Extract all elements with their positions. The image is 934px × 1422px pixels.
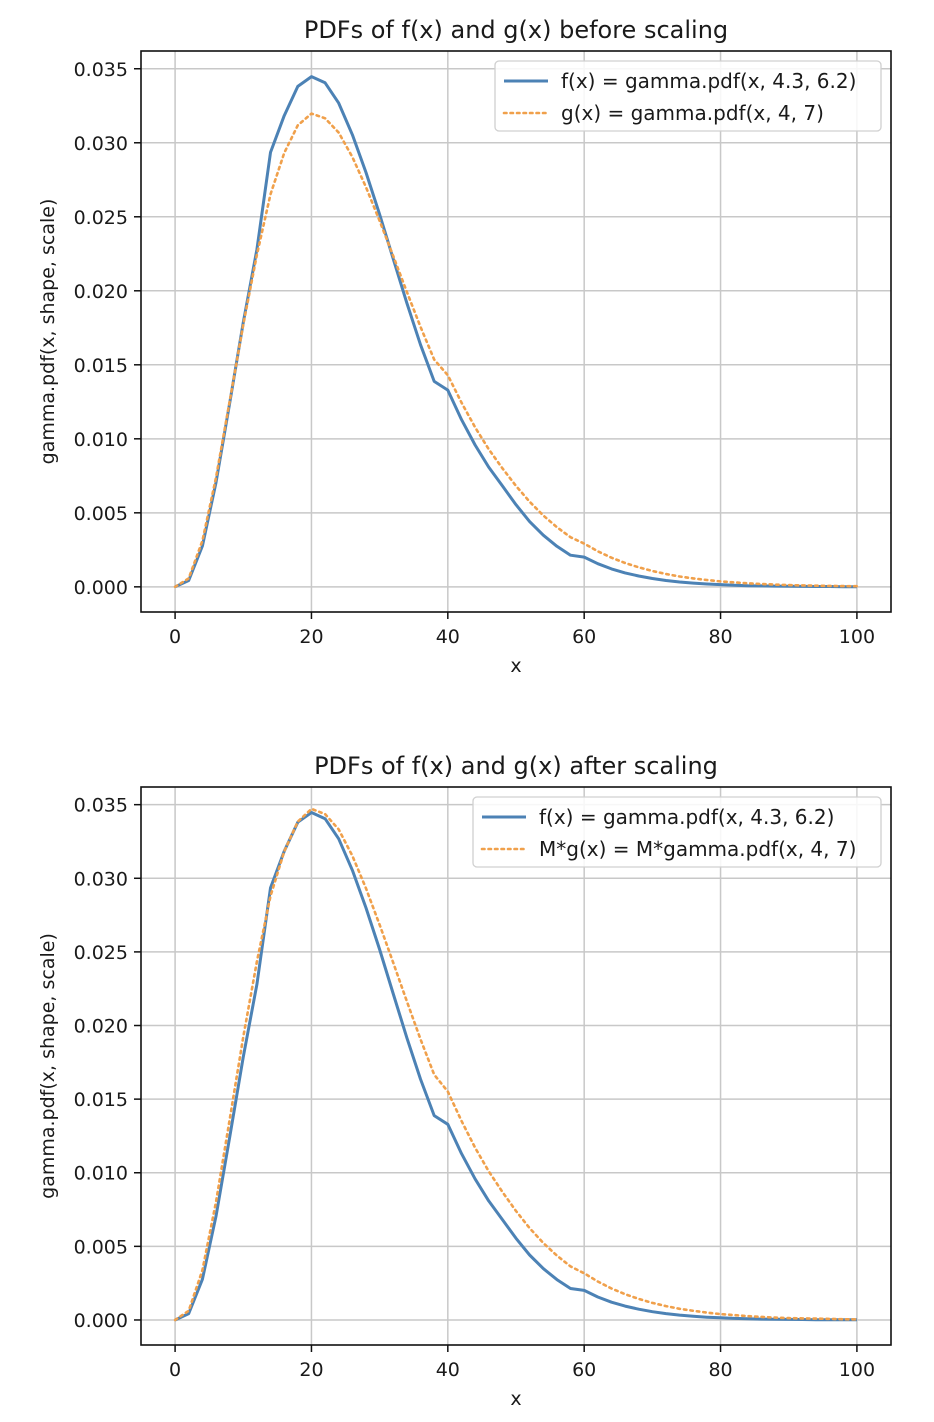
legend-box xyxy=(494,60,882,132)
y-tick-label: 0.005 xyxy=(74,1236,128,1258)
legend-label-1: f(x) = gamma.pdf(x, 4.3, 6.2) xyxy=(539,805,834,829)
chart-title: PDFs of f(x) and g(x) after scaling xyxy=(314,752,718,780)
y-tick-label: 0.015 xyxy=(74,355,128,377)
legend-box xyxy=(472,796,882,868)
y-tick-label: 0.015 xyxy=(74,1089,128,1111)
y-tick-label: 0.010 xyxy=(74,1163,128,1185)
y-tick-label: 0.020 xyxy=(74,1016,128,1038)
y-tick-label: 0.025 xyxy=(74,942,128,964)
y-tick-label: 0.035 xyxy=(74,59,128,81)
y-axis-label: gamma.pdf(x, shape, scale) xyxy=(37,933,59,1199)
x-tick-label: 80 xyxy=(708,626,732,648)
y-tick-label: 0.010 xyxy=(74,429,128,451)
x-tick-label: 0 xyxy=(169,1359,181,1381)
y-tick-label: 0.020 xyxy=(74,281,128,303)
legend: f(x) = gamma.pdf(x, 4.3, 6.2) M*g(x) = M*… xyxy=(472,796,882,868)
chart-panel-2: PDFs of f(x) and g(x) after scaling 0 20 40… xyxy=(37,752,892,1410)
x-tick-label: 40 xyxy=(436,1359,460,1381)
x-tick-label: 60 xyxy=(572,1359,596,1381)
x-tick-label: 40 xyxy=(436,626,460,648)
series-line-1 xyxy=(174,75,857,589)
plot-frame xyxy=(140,786,892,1346)
x-tick-label: 100 xyxy=(839,626,875,648)
x-tick-label: 80 xyxy=(708,1359,732,1381)
series-line-2 xyxy=(173,807,859,1322)
legend-label-2: g(x) = gamma.pdf(x, 4, 7) xyxy=(561,101,824,125)
legend-label-1: f(x) = gamma.pdf(x, 4.3, 6.2) xyxy=(561,69,856,93)
legend-label-2: M*g(x) = M*gamma.pdf(x, 4, 7) xyxy=(539,837,856,861)
y-tick-label: 0.005 xyxy=(74,503,128,525)
y-axis-label: gamma.pdf(x, shape, scale) xyxy=(37,199,59,465)
y-tick-label: 0.030 xyxy=(74,868,128,890)
x-tick-label: 0 xyxy=(169,626,181,648)
x-axis-label: x xyxy=(510,655,521,677)
y-tick-label: 0.035 xyxy=(74,795,128,817)
plot-frame xyxy=(140,50,892,613)
chart-panel-1: PDFs of f(x) and g(x) before scaling 0 20 4… xyxy=(37,16,892,677)
chart-title: PDFs of f(x) and g(x) before scaling xyxy=(304,16,728,44)
x-tick-label: 20 xyxy=(299,626,323,648)
y-tick-label: 0.030 xyxy=(74,133,128,155)
x-tick-label: 100 xyxy=(839,1359,875,1381)
legend: f(x) = gamma.pdf(x, 4.3, 6.2) g(x) = gamm… xyxy=(494,60,882,132)
y-tick-label: 0.000 xyxy=(74,1310,128,1332)
series-line-2 xyxy=(173,112,859,589)
x-tick-label: 20 xyxy=(299,1359,323,1381)
x-axis-label: x xyxy=(510,1388,521,1410)
x-tick-label: 60 xyxy=(572,626,596,648)
series-line-1 xyxy=(174,811,857,1322)
y-tick-label: 0.000 xyxy=(74,577,128,599)
y-tick-label: 0.025 xyxy=(74,207,128,229)
